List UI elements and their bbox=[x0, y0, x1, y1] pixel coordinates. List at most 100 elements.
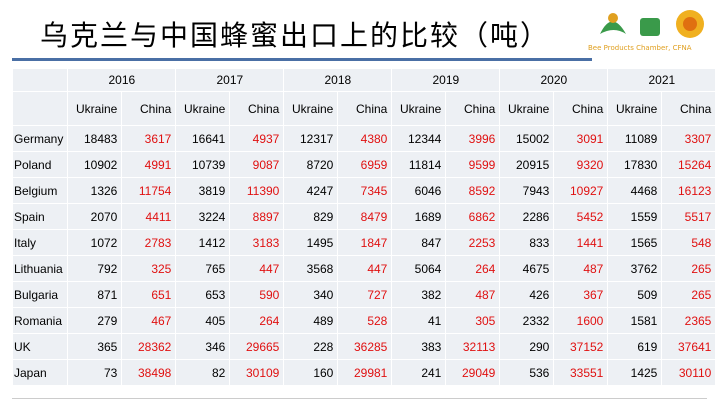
value-cell: 18483 bbox=[67, 125, 123, 152]
value-cell: 1072 bbox=[67, 229, 123, 256]
value-cell: 8479 bbox=[337, 203, 393, 230]
value-cell: 29049 bbox=[445, 359, 501, 386]
value-cell: 73 bbox=[67, 359, 123, 386]
value-cell: 365 bbox=[67, 333, 123, 360]
value-cell: 32113 bbox=[445, 333, 501, 360]
country-name: Japan bbox=[11, 359, 69, 386]
value-cell: 29665 bbox=[229, 333, 285, 360]
value-cell: 11390 bbox=[229, 177, 285, 204]
year-header: 2016 bbox=[67, 68, 177, 92]
value-cell: 548 bbox=[661, 229, 717, 256]
value-cell: 264 bbox=[229, 307, 285, 334]
value-cell: 5064 bbox=[391, 255, 447, 282]
country-name: Lithuania bbox=[11, 255, 69, 282]
value-cell: 792 bbox=[67, 255, 123, 282]
value-cell: 28362 bbox=[121, 333, 177, 360]
value-cell: 2070 bbox=[67, 203, 123, 230]
value-cell: 6046 bbox=[391, 177, 447, 204]
value-cell: 1495 bbox=[283, 229, 339, 256]
value-cell: 305 bbox=[445, 307, 501, 334]
value-cell: 4991 bbox=[121, 151, 177, 178]
corner-cell bbox=[11, 68, 69, 92]
value-cell: 17830 bbox=[607, 151, 663, 178]
country-name: UK bbox=[11, 333, 69, 360]
value-cell: 4468 bbox=[607, 177, 663, 204]
data-row: Italy 1072 2783 1412 3183 1495 1847 847 2253 833 1… bbox=[11, 229, 717, 256]
country-header: China bbox=[229, 91, 285, 126]
value-cell: 29981 bbox=[337, 359, 393, 386]
value-cell: 1847 bbox=[337, 229, 393, 256]
value-cell: 6959 bbox=[337, 151, 393, 178]
data-row: Germany 18483 3617 16641 4937 12317 4380 12344 3… bbox=[11, 125, 717, 152]
value-cell: 2253 bbox=[445, 229, 501, 256]
value-cell: 9599 bbox=[445, 151, 501, 178]
value-cell: 3996 bbox=[445, 125, 501, 152]
value-cell: 2365 bbox=[661, 307, 717, 334]
value-cell: 447 bbox=[337, 255, 393, 282]
value-cell: 8897 bbox=[229, 203, 285, 230]
year-row: 2016 2017 2018 2019 2020 2021 bbox=[11, 68, 717, 92]
value-cell: 30109 bbox=[229, 359, 285, 386]
value-cell: 7943 bbox=[499, 177, 555, 204]
country-header: Ukraine bbox=[607, 91, 663, 126]
year-header: 2017 bbox=[175, 68, 285, 92]
value-cell: 12317 bbox=[283, 125, 339, 152]
value-cell: 228 bbox=[283, 333, 339, 360]
value-cell: 11754 bbox=[121, 177, 177, 204]
value-cell: 536 bbox=[499, 359, 555, 386]
country-name: Romania bbox=[11, 307, 69, 334]
bottom-rule bbox=[12, 398, 707, 399]
value-cell: 20915 bbox=[499, 151, 555, 178]
value-cell: 37641 bbox=[661, 333, 717, 360]
country-header: China bbox=[337, 91, 393, 126]
year-header: 2021 bbox=[607, 68, 717, 92]
value-cell: 3819 bbox=[175, 177, 231, 204]
data-row: Japan 73 38498 82 30109 160 29981 241 29049 536 33… bbox=[11, 359, 717, 386]
value-cell: 1559 bbox=[607, 203, 663, 230]
value-cell: 4380 bbox=[337, 125, 393, 152]
value-cell: 10902 bbox=[67, 151, 123, 178]
country-header: China bbox=[445, 91, 501, 126]
title-rule bbox=[12, 58, 592, 61]
value-cell: 1565 bbox=[607, 229, 663, 256]
value-cell: 528 bbox=[337, 307, 393, 334]
value-cell: 290 bbox=[499, 333, 555, 360]
value-cell: 16123 bbox=[661, 177, 717, 204]
value-cell: 653 bbox=[175, 281, 231, 308]
value-cell: 1425 bbox=[607, 359, 663, 386]
value-cell: 1581 bbox=[607, 307, 663, 334]
value-cell: 405 bbox=[175, 307, 231, 334]
value-cell: 11089 bbox=[607, 125, 663, 152]
value-cell: 487 bbox=[445, 281, 501, 308]
value-cell: 4675 bbox=[499, 255, 555, 282]
value-cell: 765 bbox=[175, 255, 231, 282]
value-cell: 3307 bbox=[661, 125, 717, 152]
value-cell: 619 bbox=[607, 333, 663, 360]
value-cell: 325 bbox=[121, 255, 177, 282]
data-row: Poland 10902 4991 10739 9087 8720 6959 11814 959… bbox=[11, 151, 717, 178]
year-header: 2020 bbox=[499, 68, 609, 92]
value-cell: 727 bbox=[337, 281, 393, 308]
value-cell: 382 bbox=[391, 281, 447, 308]
value-cell: 5517 bbox=[661, 203, 717, 230]
value-cell: 3617 bbox=[121, 125, 177, 152]
value-cell: 1326 bbox=[67, 177, 123, 204]
data-row: Lithuania 792 325 765 447 3568 447 5064 264 4675 4… bbox=[11, 255, 717, 282]
data-row: Spain 2070 4411 3224 8897 829 8479 1689 6862 2286… bbox=[11, 203, 717, 230]
data-row: Romania 279 467 405 264 489 528 41 305 2332 1600 15… bbox=[11, 307, 717, 334]
value-cell: 1689 bbox=[391, 203, 447, 230]
value-cell: 41 bbox=[391, 307, 447, 334]
value-cell: 3224 bbox=[175, 203, 231, 230]
value-cell: 6862 bbox=[445, 203, 501, 230]
value-cell: 241 bbox=[391, 359, 447, 386]
value-cell: 3183 bbox=[229, 229, 285, 256]
value-cell: 37152 bbox=[553, 333, 609, 360]
value-cell: 4411 bbox=[121, 203, 177, 230]
country-header: China bbox=[661, 91, 717, 126]
value-cell: 264 bbox=[445, 255, 501, 282]
data-row: Bulgaria 871 651 653 590 340 727 382 487 426 367 50… bbox=[11, 281, 717, 308]
value-cell: 4247 bbox=[283, 177, 339, 204]
data-table: 2016 2017 2018 2019 2020 2021 Ukraine China Ukra… bbox=[11, 68, 717, 386]
value-cell: 426 bbox=[499, 281, 555, 308]
value-cell: 447 bbox=[229, 255, 285, 282]
